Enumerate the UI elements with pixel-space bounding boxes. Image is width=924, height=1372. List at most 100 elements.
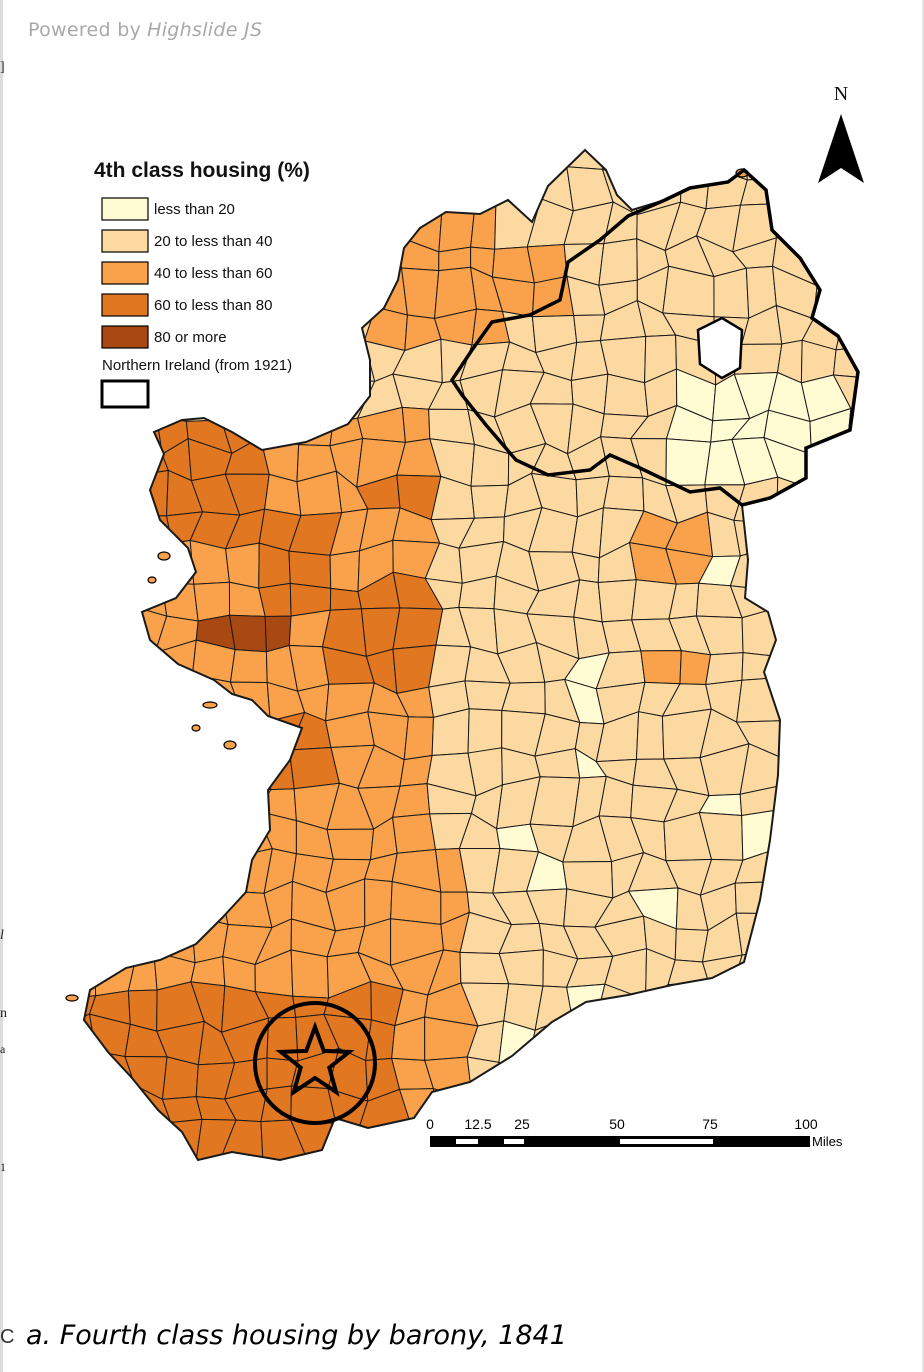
barony-region[interactable] <box>288 343 340 379</box>
barony-region[interactable] <box>89 1115 131 1166</box>
location-marker[interactable] <box>253 1001 377 1125</box>
barony-region[interactable] <box>156 742 198 789</box>
barony-region[interactable] <box>365 267 409 316</box>
barony-region[interactable] <box>88 451 139 477</box>
barony-region[interactable] <box>673 1152 711 1200</box>
barony-region[interactable] <box>189 784 223 826</box>
barony-region[interactable] <box>57 1013 97 1053</box>
barony-region[interactable] <box>834 585 879 626</box>
barony-region[interactable] <box>119 1115 172 1167</box>
barony-region[interactable] <box>63 1047 97 1103</box>
barony-region[interactable] <box>329 550 361 593</box>
barony-region[interactable] <box>878 779 918 814</box>
barony-region[interactable] <box>874 1120 920 1154</box>
barony-region[interactable] <box>225 542 260 589</box>
barony-region[interactable] <box>739 177 782 206</box>
barony-region[interactable] <box>838 446 878 489</box>
barony-region[interactable] <box>57 403 105 457</box>
barony-region[interactable] <box>194 819 233 859</box>
barony-region[interactable] <box>473 1166 509 1203</box>
barony-region[interactable] <box>124 881 173 920</box>
barony-region[interactable] <box>801 813 853 855</box>
barony-region[interactable] <box>801 1016 853 1066</box>
barony-region[interactable] <box>392 813 437 854</box>
barony-region[interactable] <box>869 682 914 727</box>
barony-region[interactable] <box>564 1154 615 1189</box>
barony-region[interactable] <box>392 607 444 650</box>
barony-region[interactable] <box>435 133 471 176</box>
barony-region[interactable] <box>253 1158 308 1202</box>
barony-region[interactable] <box>833 198 875 249</box>
barony-region[interactable] <box>734 1057 781 1101</box>
barony-region[interactable] <box>65 438 101 477</box>
barony-region[interactable] <box>775 649 810 690</box>
barony-region[interactable] <box>123 708 172 748</box>
barony-region[interactable] <box>161 1056 199 1100</box>
barony-region[interactable] <box>229 649 268 683</box>
barony-region[interactable] <box>773 608 814 657</box>
barony-region[interactable] <box>667 981 710 1035</box>
barony-region[interactable] <box>797 485 840 517</box>
barony-region[interactable] <box>599 1150 649 1194</box>
barony-region[interactable] <box>878 573 912 616</box>
barony-region[interactable] <box>56 879 103 927</box>
barony-region[interactable] <box>834 614 878 655</box>
barony-region[interactable] <box>734 1023 782 1060</box>
barony-region[interactable] <box>602 475 645 512</box>
barony-region[interactable] <box>128 680 172 723</box>
barony-region[interactable] <box>541 131 570 168</box>
barony-region[interactable] <box>220 1156 264 1194</box>
barony-region[interactable] <box>573 314 606 343</box>
barony-region[interactable] <box>189 744 233 788</box>
barony-region[interactable] <box>876 987 913 1031</box>
barony-region[interactable] <box>838 1062 878 1101</box>
barony-region[interactable] <box>645 983 675 1035</box>
barony-region[interactable] <box>425 1191 473 1227</box>
barony-region[interactable] <box>58 923 95 952</box>
barony-region[interactable] <box>635 711 665 760</box>
barony-region[interactable] <box>870 240 909 285</box>
barony-region[interactable] <box>85 790 136 830</box>
barony-region[interactable] <box>838 1024 884 1066</box>
barony-region[interactable] <box>51 276 102 319</box>
barony-region[interactable] <box>633 1085 679 1119</box>
barony-region[interactable] <box>801 1057 848 1101</box>
barony-region[interactable] <box>802 687 849 717</box>
barony-region[interactable] <box>291 1199 339 1231</box>
barony-region[interactable] <box>465 1187 510 1233</box>
barony-region[interactable] <box>773 588 815 619</box>
barony-region[interactable] <box>500 1152 538 1197</box>
barony-region[interactable] <box>63 1084 95 1129</box>
barony-region[interactable] <box>89 404 127 457</box>
barony-region[interactable] <box>841 986 883 1033</box>
barony-region[interactable] <box>566 131 614 170</box>
barony-region[interactable] <box>229 681 271 722</box>
barony-region[interactable] <box>365 175 399 217</box>
barony-region[interactable] <box>56 853 103 890</box>
barony-region[interactable] <box>734 881 777 915</box>
barony-region[interactable] <box>875 406 916 452</box>
barony-region[interactable] <box>773 784 818 815</box>
barony-region[interactable] <box>878 337 915 387</box>
barony-region[interactable] <box>156 1166 198 1202</box>
barony-region[interactable] <box>121 469 169 517</box>
barony-region[interactable] <box>127 951 158 992</box>
barony-region[interactable] <box>877 1056 909 1102</box>
barony-region[interactable] <box>168 1186 201 1235</box>
barony-region[interactable] <box>679 650 712 685</box>
barony-region[interactable] <box>803 450 848 489</box>
barony-region[interactable] <box>135 582 168 617</box>
barony-region[interactable] <box>874 612 917 644</box>
barony-region[interactable] <box>840 270 882 319</box>
barony-region[interactable] <box>66 746 94 793</box>
barony-region[interactable] <box>803 1153 848 1198</box>
barony-region[interactable] <box>779 1016 807 1059</box>
barony-region[interactable] <box>55 778 94 830</box>
barony-region[interactable] <box>805 998 853 1033</box>
barony-region[interactable] <box>93 582 138 618</box>
barony-region[interactable] <box>677 1196 709 1236</box>
barony-region[interactable] <box>797 879 852 931</box>
barony-region[interactable] <box>288 371 340 423</box>
barony-region[interactable] <box>56 577 98 618</box>
